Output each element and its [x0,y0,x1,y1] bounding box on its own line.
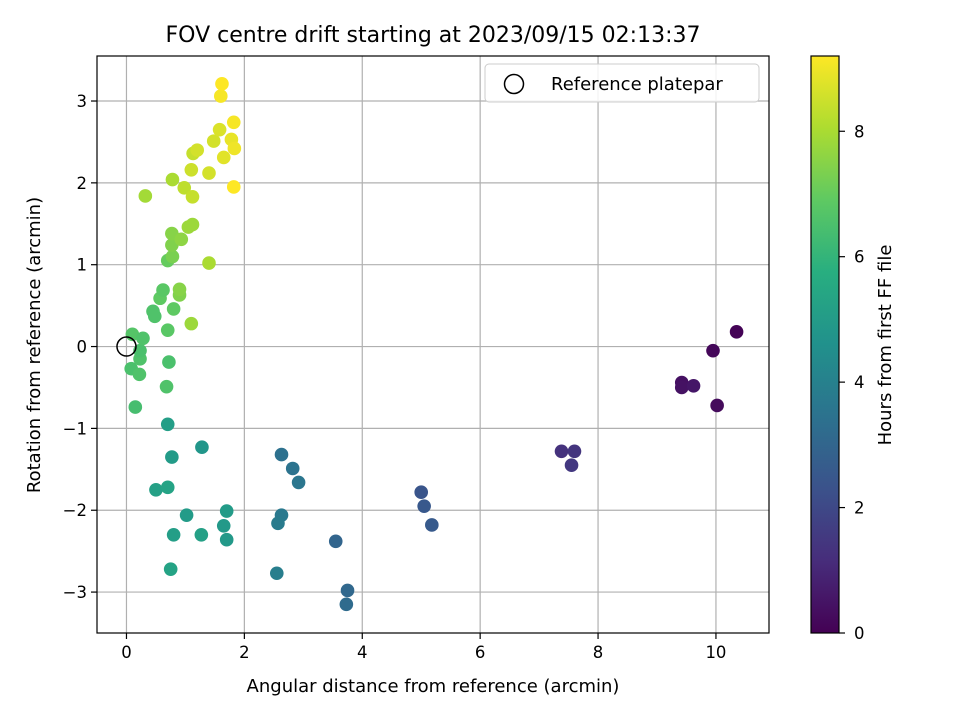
data-points [124,77,744,612]
data-point [226,180,241,194]
data-point [706,343,720,358]
legend-box [484,63,760,103]
reference-marker [116,336,137,357]
colorbar-gradient [810,55,840,634]
colorbar: 0 2 4 6 8 Hours from first FF file [810,55,896,643]
data-point [219,504,234,518]
data-point [160,480,175,495]
data-point [159,379,174,394]
data-point [710,398,724,413]
data-point [212,122,227,137]
colorbar-tick-label: 8 [854,122,865,141]
data-point [166,302,181,316]
data-point [729,325,744,339]
data-point [177,180,192,195]
data-point [160,323,175,337]
data-point [195,440,209,455]
colorbar-label: Hours from first FF file [875,245,896,446]
x-tick-label: 10 [705,643,726,662]
data-point [202,166,216,180]
data-point [162,355,176,369]
chart-title: FOV centre drift starting at 2023/09/15 … [166,23,701,48]
y-tick-label: 2 [77,174,88,193]
y-axis-ticks: −3 −2 −1 0 1 2 3 [63,92,97,602]
data-point [147,309,162,324]
data-point [132,367,147,382]
x-tick-label: 6 [475,643,486,662]
data-point [215,77,229,91]
plot-frame [96,55,770,634]
data-point [206,134,221,148]
data-point [414,485,429,500]
data-point [179,508,194,522]
data-point [138,189,153,203]
data-point [149,482,163,497]
data-point [417,499,431,513]
data-point [219,532,234,547]
data-point [156,283,170,297]
data-point [274,447,289,462]
x-tick-label: 8 [593,643,604,662]
y-tick-label: 3 [77,92,88,111]
data-point [216,150,231,165]
data-point [285,461,300,476]
y-tick-label: −3 [63,583,87,602]
data-point [269,566,284,581]
colorbar-ticks: 0 2 4 6 8 [839,122,865,643]
data-point [291,475,306,490]
data-point [567,444,582,459]
data-point [166,527,181,542]
data-point [271,516,285,531]
colorbar-tick-label: 6 [854,248,865,267]
legend: Reference platepar [484,63,760,103]
data-point [165,450,179,464]
data-point [227,141,242,156]
y-tick-label: −1 [63,419,87,438]
x-tick-label: 4 [357,643,368,662]
data-point [339,597,354,612]
data-point [160,417,175,432]
data-point [340,583,355,598]
data-point [185,189,200,204]
data-point [686,379,701,393]
data-point [190,143,205,157]
reference-point-marker [116,336,137,357]
y-tick-label: 1 [77,256,88,275]
data-point [213,89,228,103]
y-tick-label: −2 [63,501,87,520]
data-point [184,316,199,331]
data-point [185,217,200,232]
data-point [226,115,241,130]
data-point [202,256,216,270]
data-point [163,562,178,576]
data-point [674,380,689,395]
data-point [216,518,231,533]
legend-entry-reference: Reference platepar [551,74,723,95]
x-tick-label: 0 [121,643,132,662]
x-axis-ticks: 0 2 4 6 8 10 [121,633,726,662]
data-point [184,162,199,177]
grid-lines [97,56,769,633]
data-point [174,232,189,247]
data-point [165,172,180,187]
data-point [172,282,187,297]
x-tick-label: 2 [239,643,250,662]
data-point [554,444,569,459]
colorbar-tick-label: 0 [854,624,865,643]
y-tick-label: 0 [77,338,88,357]
x-axis-label: Angular distance from reference (arcmin) [247,676,620,697]
data-point [328,534,343,549]
data-point [128,400,143,414]
y-axis-label: Rotation from reference (arcmin) [24,197,45,493]
data-point [425,518,439,532]
legend-reference-marker [503,73,525,95]
colorbar-tick-label: 4 [854,373,865,392]
data-point [194,527,209,542]
colorbar-tick-label: 2 [854,499,865,518]
data-point [564,458,579,473]
data-point [165,249,180,264]
data-point [136,331,150,346]
